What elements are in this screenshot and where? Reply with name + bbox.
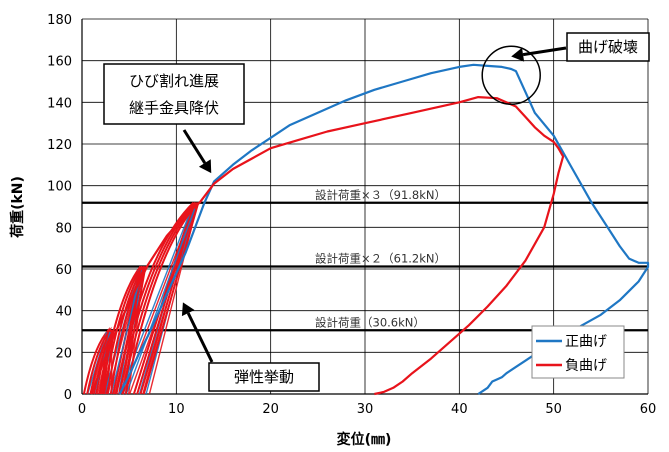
callout-text: 継手金具降伏 — [129, 99, 219, 117]
y-tick-label: 120 — [47, 138, 72, 153]
callout-box — [103, 63, 245, 125]
y-tick-labels: 0 20 40 60 80 100 120 140 160 180 — [47, 13, 72, 403]
callout-arrow — [186, 312, 214, 363]
series-line — [90, 95, 565, 396]
y-tick-label: 0 — [64, 388, 72, 403]
y-tick-label: 180 — [47, 13, 72, 28]
x-tick-label: 40 — [451, 402, 468, 417]
x-axis-title: 変位(㎜) — [337, 431, 392, 448]
callout-box — [566, 32, 650, 62]
legend-box — [531, 325, 625, 379]
hysteresis-loop — [118, 202, 196, 395]
x-tick-label: 10 — [168, 402, 185, 417]
y-axis-title: 荷重(kN) — [9, 176, 26, 239]
hysteresis-loop — [103, 265, 144, 395]
y-tick-label: 140 — [47, 96, 72, 111]
hysteresis-loop — [82, 326, 111, 395]
callout-box — [208, 362, 320, 392]
callout-text: 曲げ破壊 — [578, 38, 638, 56]
hysteresis-loop — [114, 202, 195, 395]
grid-lines — [81, 18, 649, 395]
y-tick-label: 100 — [47, 180, 72, 195]
y-tick-label: 40 — [55, 305, 72, 320]
callout-arrowhead — [181, 302, 195, 317]
x-tick-label: 60 — [640, 402, 657, 417]
highlight-circle — [481, 45, 541, 105]
y-tick-label: 160 — [47, 55, 72, 70]
x-tick-label: 0 — [78, 402, 86, 417]
y-tick-label: 80 — [55, 221, 72, 236]
reference-line-label: 設計荷重×２（61.2kN） — [315, 252, 446, 266]
y-tick-label: 60 — [55, 263, 72, 278]
hysteresis-loop — [86, 326, 112, 395]
x-tick-labels: 0 10 20 30 40 50 60 — [78, 402, 656, 417]
callout-arrow — [522, 46, 567, 57]
y-tick-label: 20 — [55, 346, 72, 361]
callout-arrow — [182, 129, 207, 164]
x-tick-label: 50 — [545, 402, 562, 417]
hysteresis-loop — [109, 265, 147, 395]
x-tick-label: 20 — [262, 402, 279, 417]
hysteresis-loop — [89, 329, 113, 395]
hysteresis-loop — [128, 208, 198, 395]
callout-arrowhead — [511, 47, 525, 62]
hysteresis-loop — [99, 265, 142, 395]
x-tick-label: 30 — [357, 402, 374, 417]
callout-text: ひび割れ進展 — [129, 72, 219, 90]
callout-arrowhead — [198, 159, 212, 174]
legend-label: 正曲げ — [565, 334, 607, 350]
reference-line-label: 設計荷重×３（91.8kN） — [315, 188, 446, 202]
callout-text: 弾性挙動 — [234, 368, 294, 386]
reference-line-label: 設計荷重（30.6kN） — [315, 315, 425, 329]
legend-label: 負曲げ — [565, 358, 607, 374]
